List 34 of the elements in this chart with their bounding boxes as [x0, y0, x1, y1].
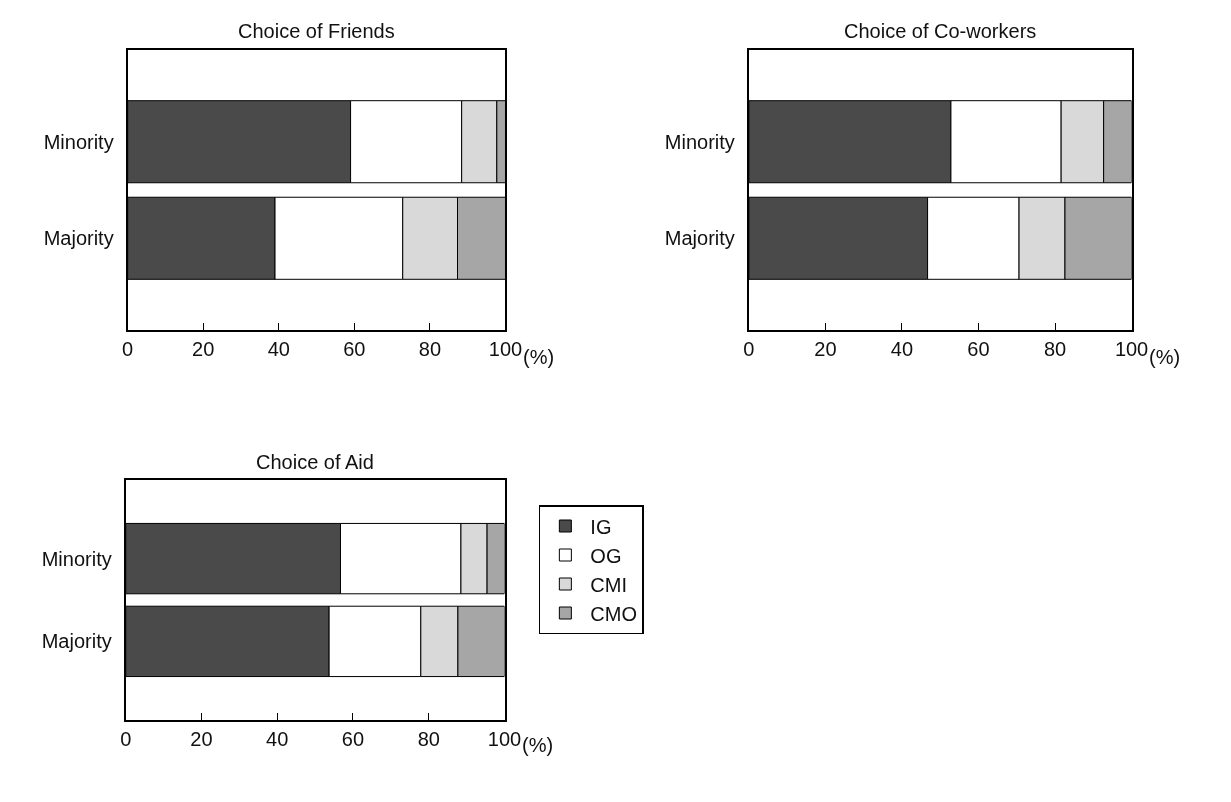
- y-tick-label: Minority: [43, 130, 114, 153]
- x-tick-label: 40: [890, 338, 914, 360]
- x-tick-label: 0: [743, 338, 755, 360]
- y-tick-label: Minority: [41, 547, 112, 570]
- x-tick-label: 80: [418, 338, 442, 360]
- x-tick-label: 60: [341, 728, 365, 750]
- legend-label: OG: [590, 544, 622, 567]
- x-tick-label: 100: [1114, 338, 1149, 360]
- chart-title: Choice of Aid: [256, 451, 374, 473]
- y-tick-label: Minority: [664, 130, 735, 153]
- y-tick-label: Majority: [43, 227, 114, 250]
- x-tick-label: 60: [343, 338, 366, 360]
- x-tick-label: 100: [487, 728, 522, 750]
- x-tick-label: 40: [267, 338, 290, 360]
- y-tick-label: Majority: [41, 630, 112, 653]
- y-tick-label: Majority: [664, 227, 735, 250]
- x-tick-label: 80: [417, 728, 440, 750]
- x-tick-label: 20: [190, 728, 213, 750]
- x-tick-label: 40: [266, 728, 289, 750]
- x-tick-label: 80: [1043, 338, 1067, 360]
- chart-title: Choice of Co-workers: [844, 20, 1037, 42]
- x-tick-label: 0: [120, 728, 132, 750]
- x-axis-title: (%): [523, 346, 555, 368]
- chart-title: Choice of Friends: [238, 20, 395, 42]
- x-tick-label: 100: [488, 338, 523, 360]
- x-tick-label: 60: [967, 338, 990, 360]
- x-tick-label: 0: [122, 338, 134, 360]
- x-axis-title: (%): [522, 734, 554, 756]
- legend-label: IG: [590, 515, 612, 538]
- x-tick-label: 20: [192, 338, 215, 360]
- x-tick-label: 20: [814, 338, 837, 360]
- legend-label: CMI: [590, 573, 628, 596]
- legend-label: CMO: [590, 602, 638, 625]
- x-axis-title: (%): [1149, 346, 1181, 368]
